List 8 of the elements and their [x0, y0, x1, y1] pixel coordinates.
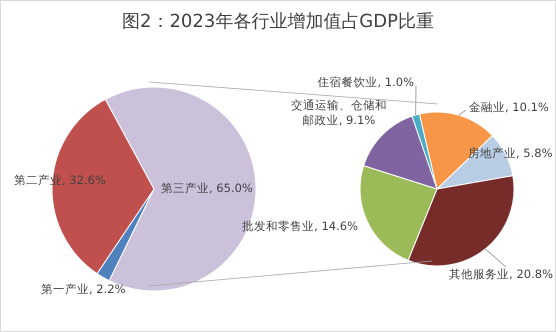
slice-label: 第三产业, 65.0%: [161, 181, 253, 196]
slice-label: 其他服务业, 20.8%: [449, 267, 554, 282]
slice-label: 批发和零售业, 14.6%: [242, 219, 358, 234]
slice-label: 交通运输、仓储和邮政业, 9.1%: [291, 98, 387, 128]
slice-label: 住宿餐饮业, 1.0%: [316, 75, 414, 90]
slice-label: 第一产业, 2.2%: [41, 282, 126, 296]
slice-label: 金融业, 10.1%: [469, 100, 549, 114]
chart-title: 图2：2023年各行业增加值占GDP比重: [121, 10, 435, 33]
